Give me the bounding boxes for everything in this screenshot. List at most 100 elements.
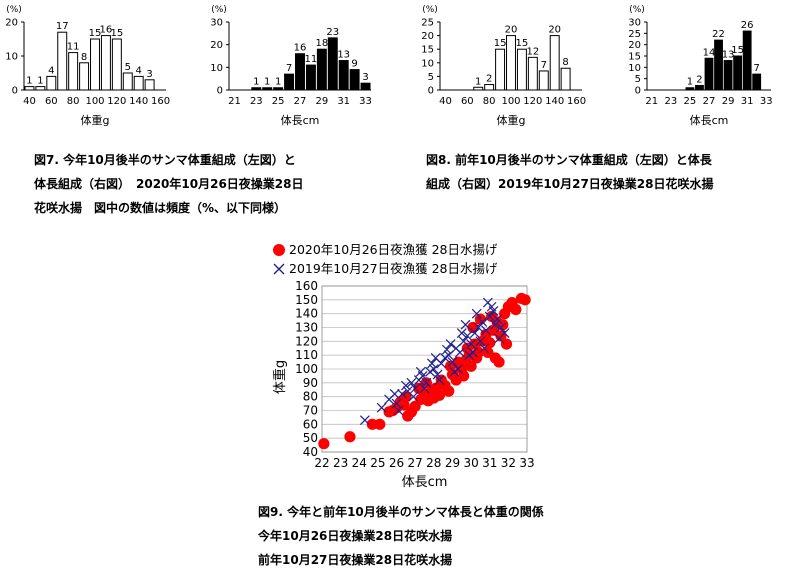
bar (495, 48, 506, 91)
point-2020 (318, 438, 330, 450)
x-tick-label: 24 (352, 456, 367, 470)
bar-data-label: 14 (703, 47, 716, 58)
y-tick-label: 20 (628, 40, 641, 51)
y-axis-unit-label: (%) (422, 5, 438, 15)
x-tick-label: 29 (722, 96, 735, 107)
point-2020 (497, 319, 509, 331)
point-2020 (463, 349, 475, 361)
point-2019 (384, 394, 395, 405)
bar-data-label: 11 (305, 54, 318, 65)
point-2019 (400, 380, 411, 391)
x-tick-label: 21 (228, 96, 241, 107)
bar (338, 60, 349, 91)
point-2019 (488, 305, 499, 316)
y-tick-label: 15 (628, 52, 641, 63)
y-tick-label: 30 (210, 18, 223, 29)
point-2020 (443, 385, 455, 397)
bar (111, 38, 122, 91)
y-tick-label: 50 (303, 431, 318, 445)
point-2019 (428, 364, 439, 374)
y-tick-label: 25 (421, 18, 434, 29)
bar (251, 87, 262, 91)
fig9-caption-line: 図9. 今年と前年10月後半のサンマ体長と体重の関係 (258, 505, 544, 519)
point-2020 (491, 316, 503, 328)
bar (327, 37, 338, 91)
point-2019 (482, 297, 493, 308)
y-tick-label: 0 (635, 86, 641, 97)
y-tick-label: 120 (295, 334, 318, 348)
circle-marker-icon (272, 243, 286, 257)
bar (262, 87, 273, 91)
bar (35, 86, 46, 91)
y-tick-label: 20 (5, 18, 18, 29)
x-tick-label: 60 (461, 96, 474, 107)
point-2019 (359, 415, 370, 426)
y-axis-title: 体重g (272, 360, 288, 394)
point-2020 (485, 310, 498, 323)
x-tick-label: 21 (645, 96, 658, 107)
point-2019 (432, 369, 443, 380)
point-2019 (454, 347, 465, 358)
point-2019 (434, 375, 445, 385)
x-tick-label: 25 (370, 456, 385, 470)
y-tick-label: 100 (295, 362, 318, 376)
point-2019 (464, 350, 475, 361)
y-tick-label: 25 (628, 29, 641, 40)
point-2019 (413, 375, 424, 385)
point-2019 (458, 336, 469, 347)
point-2019 (460, 319, 471, 330)
point-2020 (452, 356, 464, 368)
point-2019 (430, 353, 441, 363)
bar-data-label: 13 (337, 50, 350, 61)
x-axis-title: 体重g (497, 113, 526, 127)
point-2019 (427, 358, 437, 369)
point-2019 (419, 383, 430, 394)
x-tick-label: 80 (483, 96, 496, 107)
point-2020 (439, 380, 451, 392)
bar-data-label: 20 (505, 25, 518, 36)
point-2019 (481, 325, 491, 336)
x-tick-label: 29 (315, 96, 328, 107)
x-tick-label: 31 (337, 96, 350, 107)
bar-data-label: 5 (125, 62, 131, 73)
bar-data-label: 1 (687, 77, 693, 88)
x-tick-label: 40 (23, 96, 36, 107)
point-2019 (477, 317, 488, 327)
bar-data-label: 15 (89, 28, 102, 39)
bar-data-label: 1 (475, 76, 481, 87)
legend-label-2019: 2019年10月27日夜漁獲 28日水揚げ (289, 261, 498, 276)
x-tick-label: 100 (501, 96, 520, 107)
point-2020 (428, 392, 440, 404)
x-tick-label: 160 (151, 96, 170, 107)
y-tick-label: 10 (421, 58, 434, 69)
y-tick-label: 20 (210, 40, 223, 51)
bar (305, 64, 316, 91)
point-2020 (471, 352, 483, 364)
point-2020 (458, 370, 470, 382)
bar-data-label: 4 (136, 65, 142, 76)
x-tick-label: 140 (545, 96, 564, 107)
bar-data-label: 9 (351, 59, 357, 70)
point-2019 (479, 343, 490, 354)
point-2019 (468, 347, 478, 358)
fig7-caption-line: 花咲水揚 図中の数値は頻度（%、以下同様） (34, 201, 287, 215)
x-tick-label: 27 (408, 456, 423, 470)
bar-data-label: 1 (275, 77, 281, 88)
fig7-caption: 図7. 今年10月後半のサンマ体重組成（左図）と 体長組成（右図） 2020年1… (34, 148, 304, 220)
point-2019 (436, 358, 447, 369)
x-axis-title: 体長cm (690, 113, 729, 127)
point-2020 (484, 337, 496, 349)
bar-data-label: 1 (264, 77, 270, 88)
legend-label-2020: 2020年10月26日夜漁獲 28日水揚げ (289, 242, 498, 257)
bar (752, 73, 762, 91)
bar-data-label: 2 (486, 74, 492, 85)
fig7-caption-line: 図7. 今年10月後半のサンマ体重組成（左図）と (34, 153, 296, 167)
y-tick-label: 0 (428, 86, 434, 97)
bar (144, 79, 155, 91)
bar (349, 69, 360, 91)
x-axis-title: 体重g (81, 113, 110, 127)
fig8-caption-line: 図8. 前年10月後半のサンマ体重組成（左図）と体長 (426, 153, 712, 167)
point-2019 (391, 398, 402, 409)
point-2020 (450, 374, 462, 386)
